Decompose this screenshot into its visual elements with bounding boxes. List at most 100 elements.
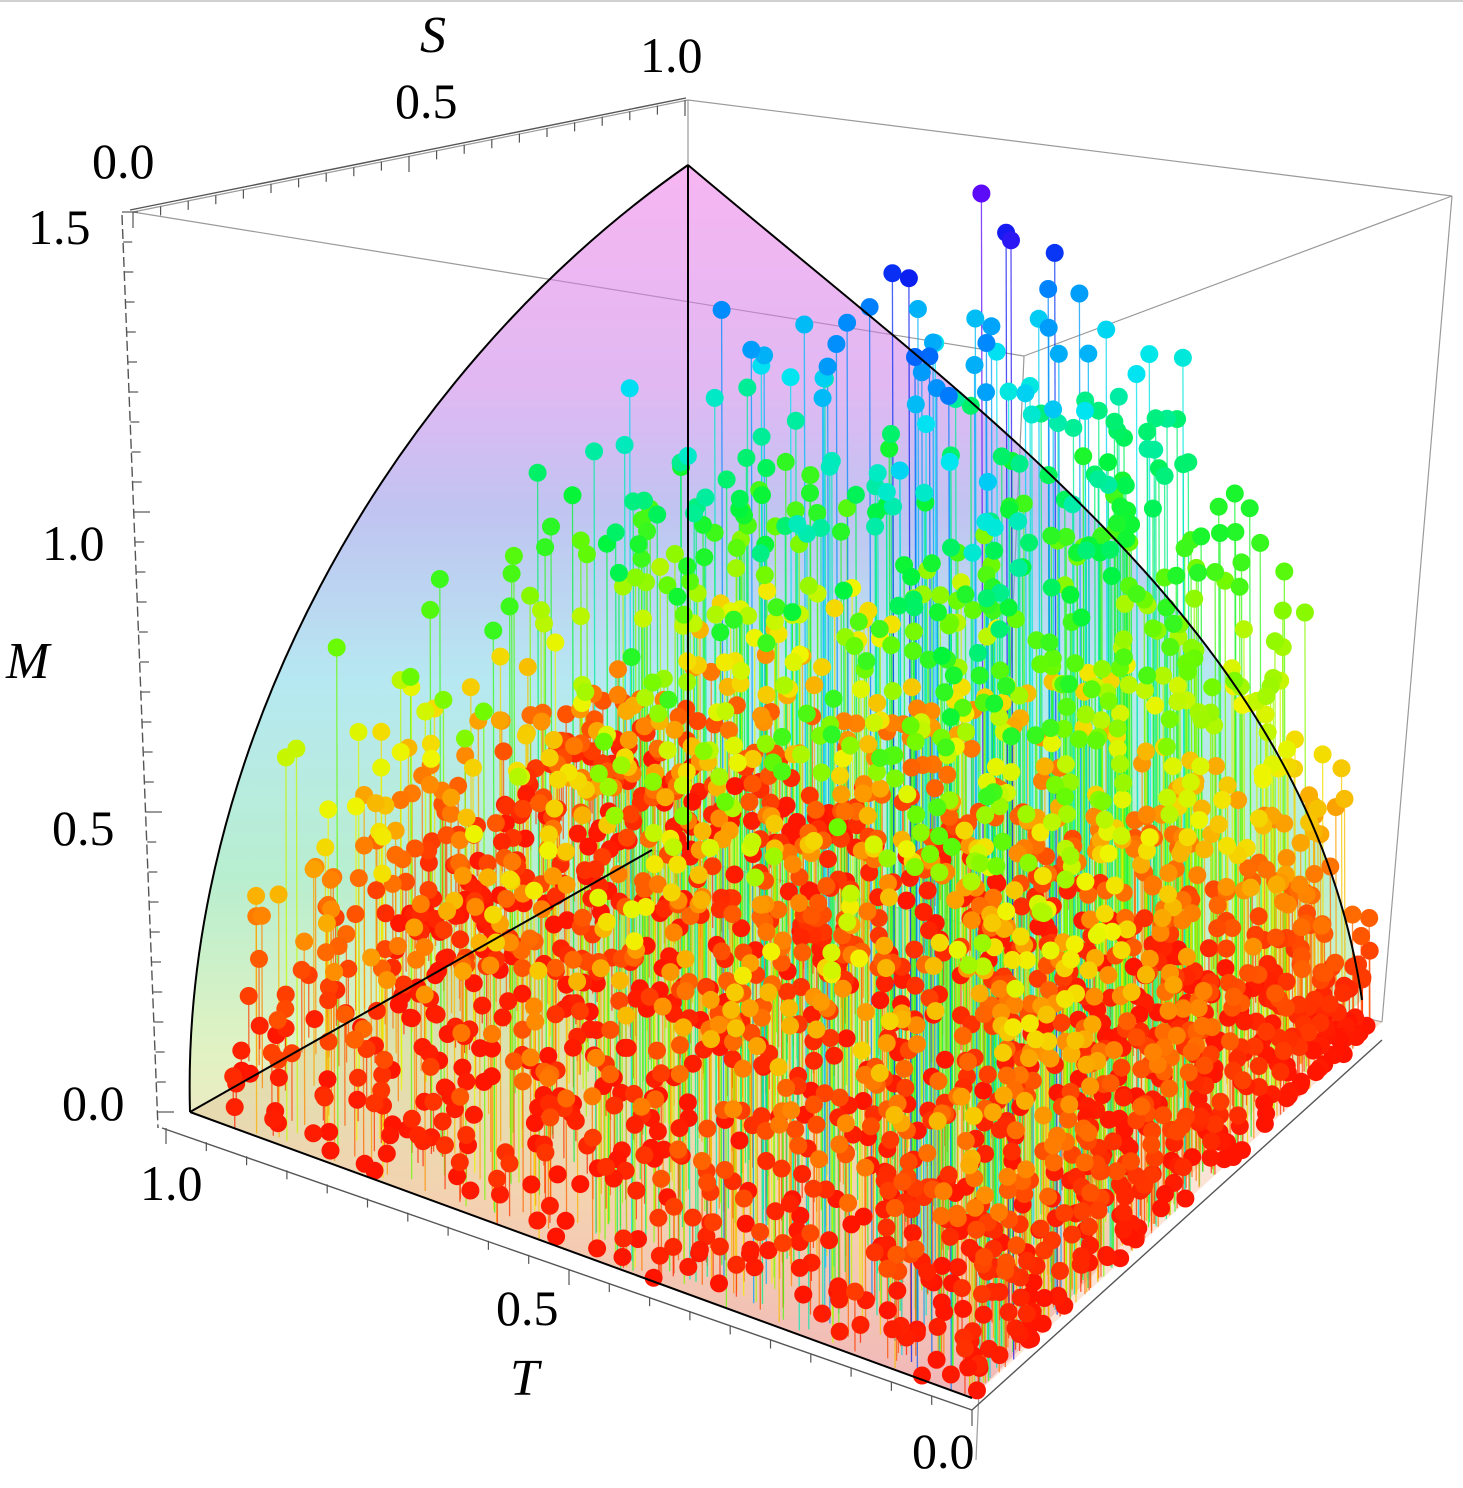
data-point [962,872,981,891]
data-point [589,764,608,783]
data-point [1117,529,1136,548]
data-point [1255,1114,1274,1133]
data-point [954,1299,973,1318]
data-point [1111,497,1130,516]
data-point [1211,1092,1230,1111]
data-point [1115,594,1134,613]
data-point [1230,577,1249,596]
data-point [813,658,831,677]
data-point [940,452,959,471]
drop-line [261,915,264,1089]
data-point [821,1029,840,1047]
data-point [1055,1204,1074,1223]
data-point [601,1020,620,1039]
data-point [435,1078,454,1097]
data-point [321,870,340,889]
data-point [1244,937,1263,956]
data-point [930,933,949,952]
data-point [725,736,743,755]
data-point [946,891,965,910]
data-point [804,832,823,850]
data-point [842,1215,861,1234]
data-point [1112,1058,1131,1077]
data-point [975,1186,994,1205]
data-point [990,797,1009,816]
drop-line [1249,508,1252,1137]
data-point [976,806,995,825]
data-point [470,933,489,952]
data-point [665,545,684,563]
data-point [471,1039,490,1058]
data-point [838,913,857,932]
data-point [619,731,638,749]
data-point [759,1241,778,1260]
data-point [627,989,646,1008]
data-point [1076,401,1094,420]
data-point [645,855,664,874]
data-point [804,1179,823,1198]
data-point [1140,949,1159,968]
data-point [526,1012,545,1031]
data-point [504,546,523,565]
data-point [742,340,761,359]
data-point [935,683,954,702]
data-point [1226,523,1245,541]
data-point [1332,759,1351,778]
data-point [1194,982,1213,1000]
data-point [706,605,725,624]
data-point [493,833,511,851]
data-point [801,1224,820,1243]
data-point [931,586,950,605]
surface-left-edge [188,164,689,1113]
data-point [1320,995,1339,1013]
data-point [689,865,708,884]
data-point [1056,787,1074,806]
data-point [367,881,386,900]
data-point [1104,1132,1123,1151]
data-point [861,1117,880,1136]
data-point [1041,1049,1060,1068]
data-point [834,712,853,731]
data-point [811,993,830,1012]
data-point [856,1003,875,1022]
data-point [830,1290,849,1309]
data-point [448,1167,467,1186]
data-point [949,1258,967,1277]
data-point [985,694,1004,713]
data-point [994,1086,1013,1105]
data-point [372,722,391,741]
data-point [546,1005,565,1024]
data-point [1233,695,1252,714]
data-point [901,716,920,735]
data-point [422,749,441,768]
data-point [542,517,560,536]
data-point [434,690,453,709]
m-tick-label-1: 1.0 [42,515,105,571]
data-point [1097,320,1116,339]
data-point [1189,999,1208,1018]
data-point [327,638,346,657]
data-point [1138,422,1157,441]
data-point [1101,1074,1120,1093]
data-point [1189,563,1208,582]
data-point [1138,841,1156,860]
data-point [906,732,925,751]
data-point [1135,681,1154,700]
data-point [841,897,860,916]
data-point [878,1301,897,1320]
data-point [870,620,889,638]
data-point [355,1154,374,1173]
data-point [725,777,744,796]
data-point [1035,1241,1054,1260]
data-point [1146,409,1165,428]
data-point [724,610,743,629]
data-point [962,739,981,758]
data-point [540,748,559,767]
data-point [421,600,440,619]
data-point [513,984,532,1003]
data-point [1006,979,1025,998]
data-point [784,653,803,672]
data-point [1005,881,1024,900]
drop-line [920,730,924,1119]
data-point [996,1261,1015,1280]
